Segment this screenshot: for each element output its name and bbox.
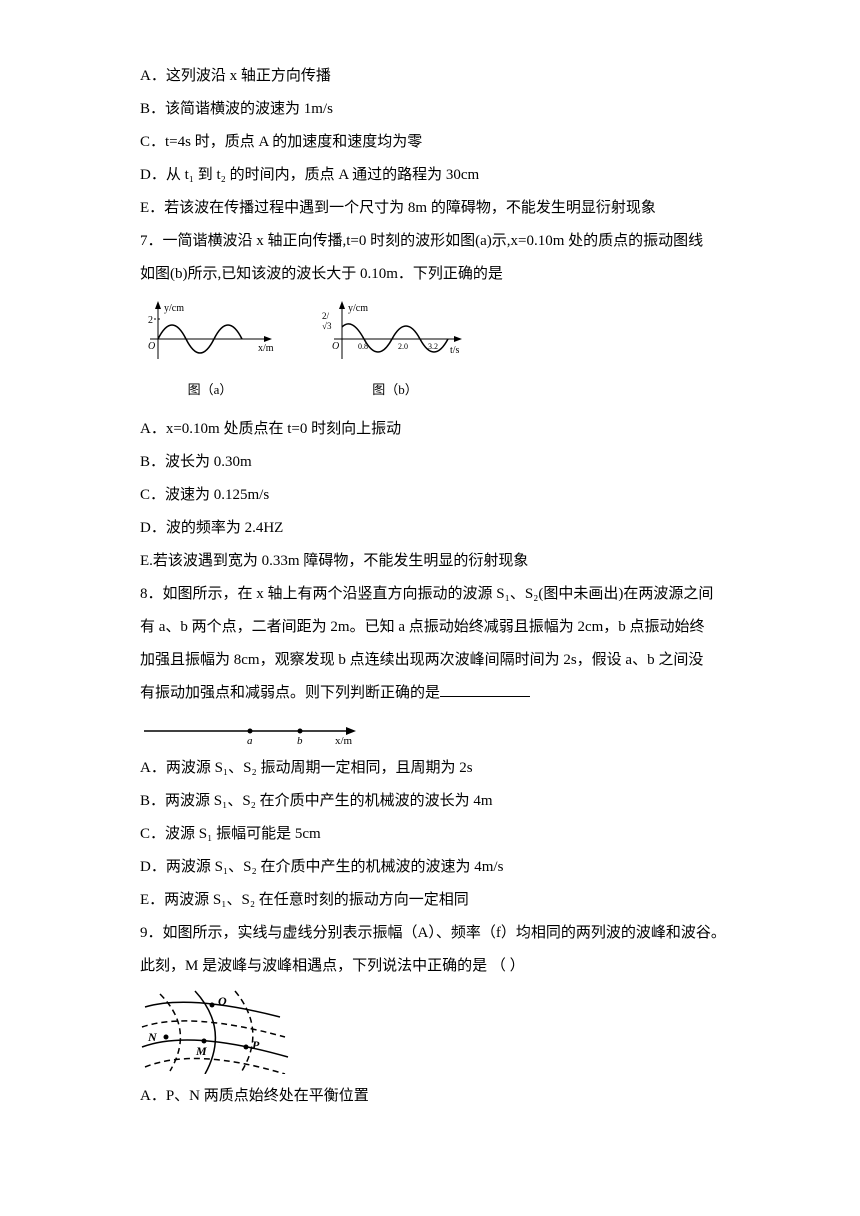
- q8-opt-a: A．两波源 S₁、S₂ 振动周期一定相同，且周期为 2s: [140, 752, 740, 785]
- q8-opt-c: C．波源 S₁ 振幅可能是 5cm: [140, 818, 740, 851]
- axis-label: x/m: [335, 735, 353, 746]
- q8-opt-b: B．两波源 S₁、S₂ 在介质中产生的机械波的波长为 4m: [140, 785, 740, 818]
- wave-b-svg: y/cm 2/ √3 O t/s 0.8 2.0 3.2: [320, 299, 470, 374]
- q7-stem-1: 7．一简谐横波沿 x 轴正向传播,t=0 时刻的波形如图(a)示,x=0.10m…: [140, 225, 740, 258]
- q7-opt-b: B．波长为 0.30m: [140, 446, 740, 479]
- opt-a: A．这列波沿 x 轴正方向传播: [140, 60, 740, 93]
- q7-opt-a: A．x=0.10m 处质点在 t=0 时刻向上振动: [140, 413, 740, 446]
- opt-d: D．从 t₁ 到 t₂ 的时间内，质点 A 通过的路程为 30cm: [140, 159, 740, 192]
- fig-a-ylabel: y/cm: [164, 303, 184, 314]
- axis-b: b: [297, 735, 303, 746]
- label-p: P: [252, 1038, 260, 1052]
- q7-figure-a: y/cm 2 O x/m 图（a）: [140, 299, 280, 405]
- q8-stem-4: 有振动加强点和减弱点。则下列判断正确的是: [140, 677, 740, 710]
- svg-text:O: O: [332, 341, 339, 352]
- q8-stem-2: 有 a、b 两个点，二者间距为 2m。已知 a 点振动始终减弱且振幅为 2cm，…: [140, 611, 740, 644]
- wave-a-svg: y/cm 2 O x/m: [140, 299, 280, 374]
- fig-b-tick-1: 0.8: [358, 342, 368, 351]
- opt-c: C．t=4s 时，质点 A 的加速度和速度均为零: [140, 126, 740, 159]
- q8-axis-figure: a b x/m: [140, 716, 740, 746]
- axis-svg: a b x/m: [140, 716, 370, 746]
- fig-b-caption: 图（b）: [372, 376, 418, 405]
- fig-b-tick-2: 2.0: [398, 342, 408, 351]
- axis-a: a: [247, 735, 253, 746]
- svg-text:2/: 2/: [322, 311, 330, 321]
- svg-text:O: O: [148, 341, 155, 352]
- q7-opt-d: D．波的频率为 2.4HZ: [140, 512, 740, 545]
- interference-svg: O N M P: [140, 989, 290, 1074]
- label-m: M: [195, 1044, 207, 1058]
- q9-opt-a: A．P、N 两质点始终处在平衡位置: [140, 1080, 740, 1113]
- fig-a-xlabel: x/m: [258, 343, 274, 354]
- fig-b-ylabel: y/cm: [348, 303, 368, 314]
- q7-figures: y/cm 2 O x/m 图（a） y/cm 2/ √3 O t/s 0.8 2…: [140, 299, 740, 405]
- q9-stem-2: 此刻，M 是波峰与波峰相遇点，下列说法中正确的是 （ ）: [140, 950, 740, 983]
- fig-b-tick-3: 3.2: [428, 342, 438, 351]
- q7-figure-b: y/cm 2/ √3 O t/s 0.8 2.0 3.2 图（b）: [320, 299, 470, 405]
- q7-opt-e: E.若该波遇到宽为 0.33m 障碍物，不能发生明显的衍射现象: [140, 545, 740, 578]
- q7-stem-2: 如图(b)所示,已知该波的波长大于 0.10m．下列正确的是: [140, 258, 740, 291]
- fig-a-ymax: 2: [148, 315, 153, 326]
- label-n: N: [147, 1030, 158, 1044]
- opt-e: E．若该波在传播过程中遇到一个尺寸为 8m 的障碍物，不能发生明显衍射现象: [140, 192, 740, 225]
- opt-b: B．该简谐横波的波速为 1m/s: [140, 93, 740, 126]
- label-o: O: [218, 994, 227, 1008]
- q8-opt-e: E．两波源 S₁、S₂ 在任意时刻的振动方向一定相同: [140, 884, 740, 917]
- q8-stem-3: 加强且振幅为 8cm，观察发现 b 点连续出现两次波峰间隔时间为 2s，假设 a…: [140, 644, 740, 677]
- q7-opt-c: C．波速为 0.125m/s: [140, 479, 740, 512]
- q8-stem-1: 8．如图所示，在 x 轴上有两个沿竖直方向振动的波源 S₁、S₂(图中未画出)在…: [140, 578, 740, 611]
- q8-opt-d: D．两波源 S₁、S₂ 在介质中产生的机械波的波速为 4m/s: [140, 851, 740, 884]
- q9-stem-1: 9．如图所示，实线与虚线分别表示振幅（A）、频率（f）均相同的两列波的波峰和波谷…: [140, 917, 740, 950]
- svg-text:√3: √3: [322, 321, 332, 331]
- q9-figure: O N M P: [140, 989, 740, 1074]
- fig-a-caption: 图（a）: [188, 376, 233, 405]
- fig-b-xlabel: t/s: [450, 345, 460, 356]
